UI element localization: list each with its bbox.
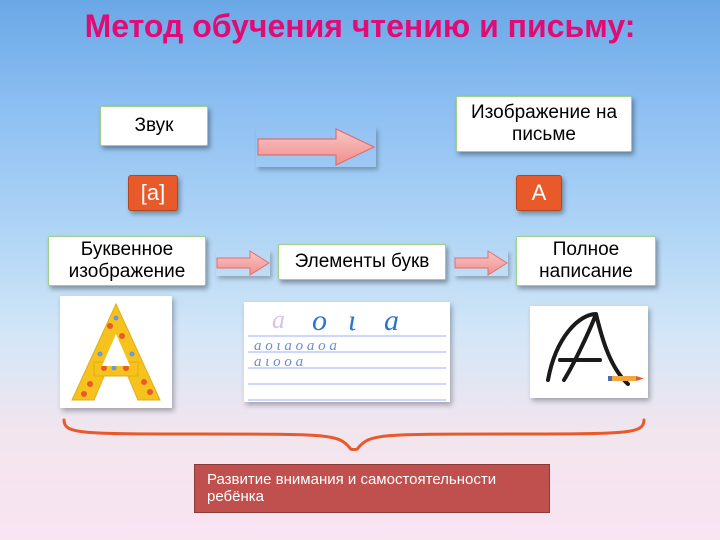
elements-box: Элементы букв bbox=[278, 244, 446, 280]
svg-text:a: a bbox=[384, 304, 399, 337]
slide-title: Метод обучения чтению и письму: bbox=[0, 8, 720, 45]
image-cursive-a bbox=[530, 306, 648, 398]
arrow-small-1 bbox=[216, 250, 270, 276]
letter-box: А bbox=[516, 175, 562, 211]
svg-text:ι: ι bbox=[348, 304, 356, 337]
full-writing-box: Полное написание bbox=[516, 236, 656, 286]
svg-text:a ι o o a: a ι o o a bbox=[254, 354, 303, 370]
sound-box: Звук bbox=[100, 106, 208, 146]
svg-text:o: o bbox=[312, 304, 327, 337]
phoneme-box: [а] bbox=[128, 175, 178, 211]
image-letter-a bbox=[60, 296, 172, 408]
writing-image-box: Изображение на письме bbox=[456, 96, 632, 152]
arrow-big bbox=[256, 127, 376, 167]
svg-text:a o ι a o a o a: a o ι a o a o a bbox=[254, 338, 337, 354]
slide: Метод обучения чтению и письму: Звук Изо… bbox=[0, 0, 720, 540]
letter-image-box: Буквенное изображение bbox=[48, 236, 206, 286]
svg-text:a: a bbox=[272, 305, 285, 334]
bracket bbox=[60, 418, 648, 454]
image-elements: a o ι a a o ι a o a o a a ι o o a bbox=[244, 302, 450, 402]
caption-box: Развитие внимания и самостоятельности ре… bbox=[194, 464, 550, 513]
arrow-small-2 bbox=[454, 250, 508, 276]
